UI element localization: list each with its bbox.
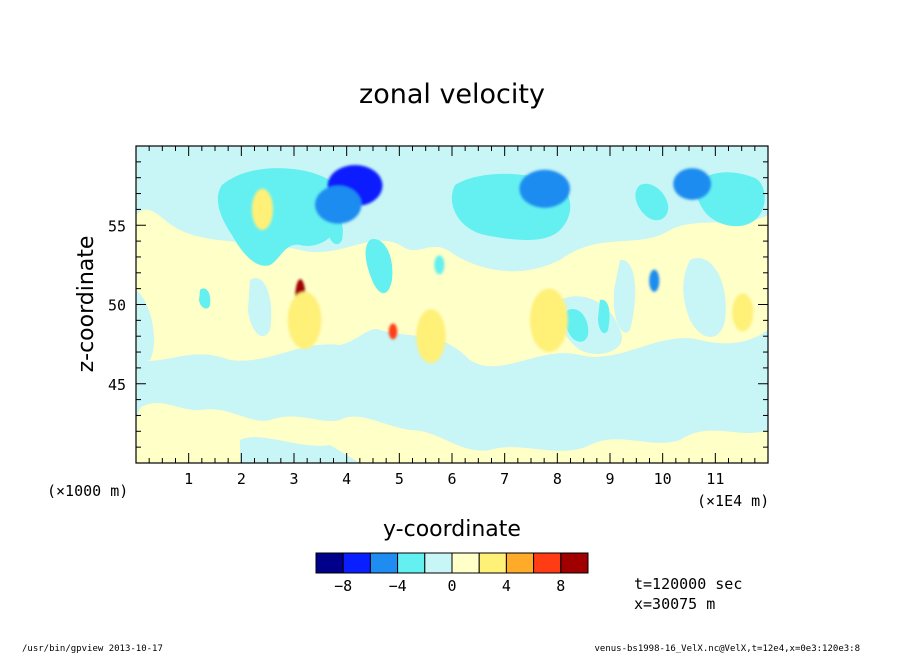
x-tick-labels: 1 2 3 4 5 6 7 8 9 10 11 [184, 470, 724, 488]
colorbar-swatch [342, 552, 371, 574]
y-tick-label: 45 [108, 376, 126, 394]
contour-feature [287, 291, 322, 349]
x-tick-label: 3 [289, 470, 298, 488]
colorbar-tick-label: 8 [556, 577, 565, 595]
colorbar-swatch [560, 552, 589, 574]
colorbar [315, 552, 589, 574]
x-tick-label: 5 [395, 470, 404, 488]
x-tick-label: 2 [237, 470, 246, 488]
colorbar-swatch [369, 552, 399, 574]
colorbar-labels: −8 −4 0 4 8 [334, 577, 565, 595]
colorbar-swatch [451, 552, 480, 574]
contour-features [251, 165, 754, 364]
position-annotation: x=30075 m [634, 595, 715, 613]
colorbar-tick-label: 4 [502, 577, 511, 595]
x-tick-label: 10 [654, 470, 672, 488]
y-axis-label: z-coordinate [74, 236, 99, 373]
x-unit-left: (×1000 m) [47, 482, 128, 500]
x-tick-label: 7 [500, 470, 509, 488]
colorbar-swatch [315, 552, 344, 574]
contour-feature [519, 169, 570, 208]
x-tick-label: 8 [553, 470, 562, 488]
x-tick-label: 4 [342, 470, 351, 488]
contour-bands-moderate [199, 168, 765, 342]
contour-feature [434, 255, 445, 275]
time-annotation: t=120000 sec [634, 575, 742, 593]
y-tick-label: 50 [108, 297, 126, 315]
colorbar-swatch [505, 552, 535, 574]
y-tick-label: 55 [108, 217, 126, 235]
x-tick-label: 11 [706, 470, 724, 488]
contour-feature [529, 288, 568, 353]
colorbar-swatch [533, 552, 562, 574]
colorbar-swatch [397, 552, 426, 574]
contour-feature [673, 168, 712, 200]
contour-feature [649, 269, 660, 292]
colorbar-swatch [478, 552, 507, 574]
contour-feature [416, 309, 446, 364]
colorbar-tick-label: 0 [447, 577, 456, 595]
contour-field [136, 146, 768, 463]
contour-feature [388, 323, 398, 340]
x-unit-right: (×1E4 m) [697, 492, 769, 510]
colorbar-tick-label: −8 [334, 577, 352, 595]
y-tick-labels: 45 50 55 [108, 217, 126, 394]
footer-left: /usr/bin/gpview 2013-10-17 [22, 644, 163, 654]
contour-feature [732, 293, 754, 332]
x-tick-label: 1 [184, 470, 193, 488]
contour-feature [315, 185, 362, 224]
x-axis-label: y-coordinate [383, 517, 521, 542]
colorbar-tick-label: −4 [389, 577, 407, 595]
x-tick-label: 6 [447, 470, 456, 488]
contour-feature [251, 188, 273, 231]
chart-title: zonal velocity [359, 79, 545, 110]
axis-ticks [136, 146, 768, 463]
footer-right: venus-bs1998-16_VelX.nc@VelX,t=12e4,x=0e… [594, 644, 860, 654]
x-tick-label: 9 [605, 470, 614, 488]
colorbar-swatch [424, 552, 453, 574]
